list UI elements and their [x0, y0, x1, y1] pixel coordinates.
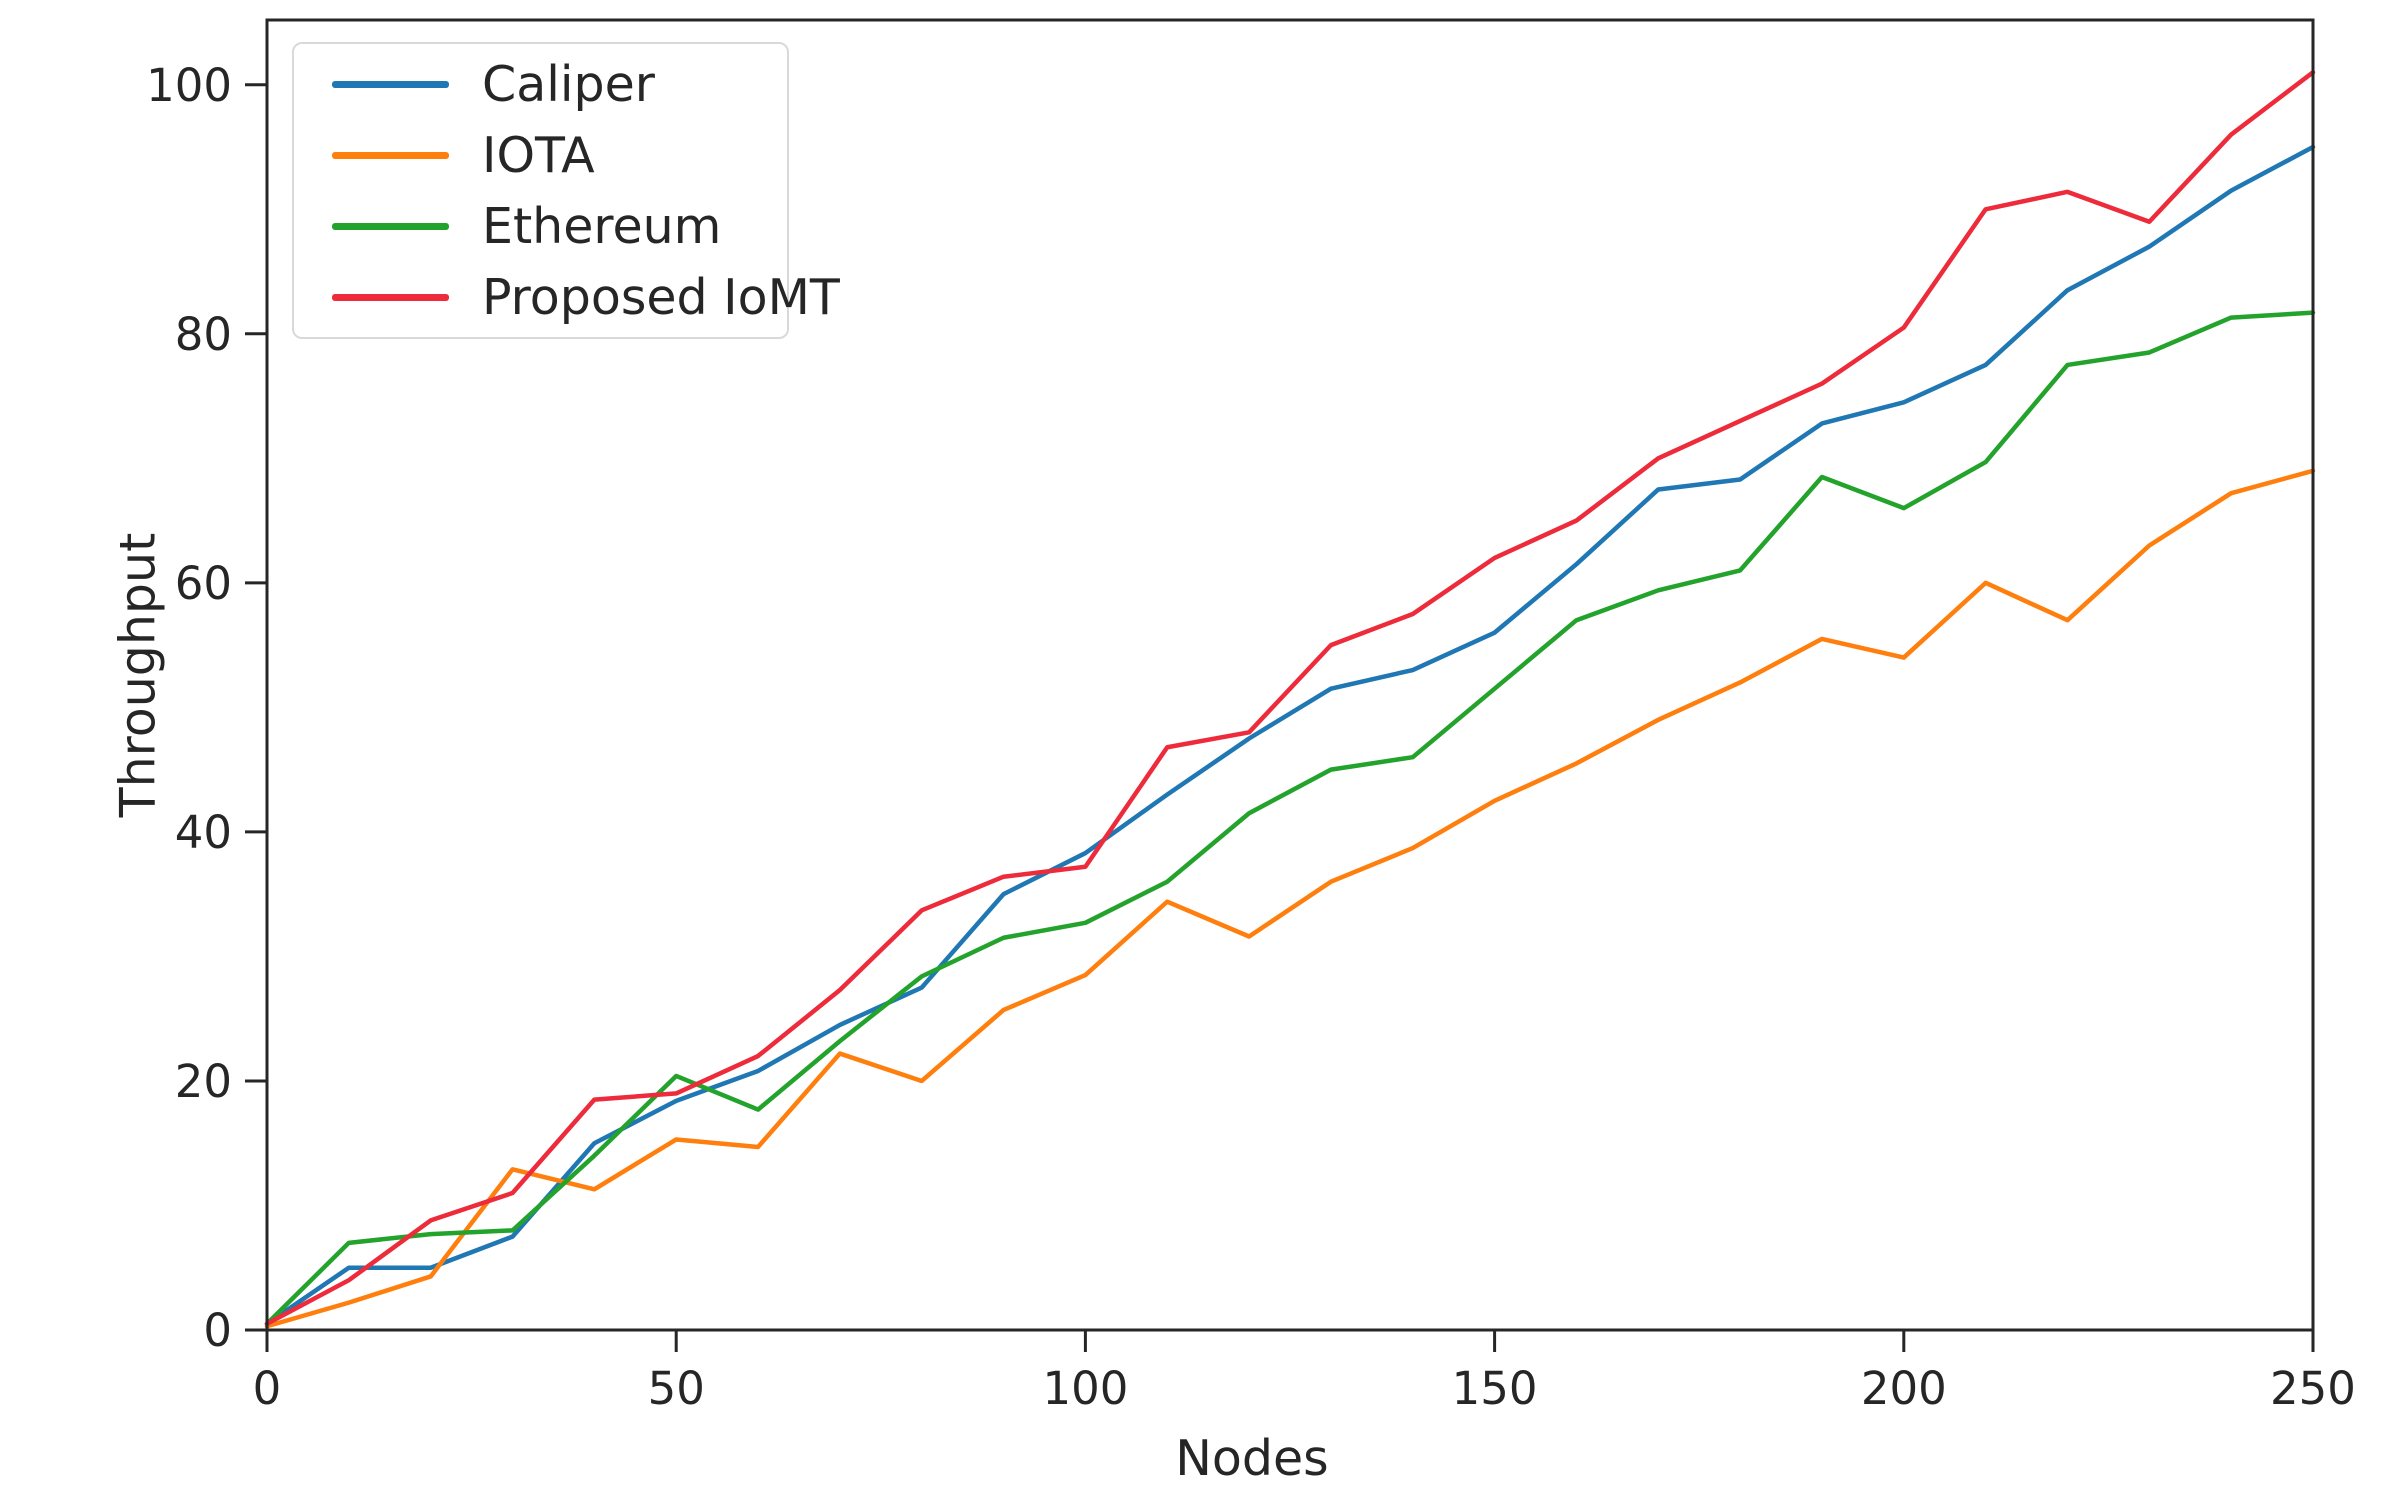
legend-item-label: Ethereum	[482, 197, 722, 255]
series-lines	[264, 70, 2316, 1329]
legend-item: Caliper	[294, 49, 787, 119]
legend-item-label: Caliper	[482, 55, 655, 113]
y-tick-label: 0	[203, 1304, 232, 1357]
legend-swatch-proposed-iomt	[332, 293, 449, 301]
legend-item: Ethereum	[294, 191, 787, 261]
legend: Caliper IOTA Ethereum Proposed IoMT	[292, 42, 840, 339]
series-line-iota	[264, 468, 2316, 1329]
x-axis-title: Nodes	[1175, 1430, 1329, 1487]
series-line-proposed-iomt	[264, 70, 2316, 1327]
y-tick-label: 80	[175, 308, 232, 361]
x-tick-label: 250	[2270, 1362, 2356, 1415]
legend-item-label: Proposed IoMT	[482, 268, 840, 326]
y-tick-label: 100	[146, 59, 232, 112]
legend-swatch-caliper	[332, 80, 449, 88]
legend-item: IOTA	[294, 120, 787, 190]
x-tick-label: 50	[648, 1362, 705, 1415]
series-line-ethereum	[264, 310, 2316, 1327]
y-axis-title: Throughput	[109, 532, 167, 818]
y-tick-label: 40	[175, 806, 232, 859]
series-line-caliper	[264, 144, 2316, 1327]
y-tick-label: 20	[175, 1055, 232, 1108]
y-axis-ticks: 0 20 40 60 80 100	[146, 59, 267, 1357]
legend-item: Proposed IoMT	[294, 262, 840, 332]
legend-swatch-ethereum	[332, 222, 449, 230]
plot-border	[265, 18, 2315, 1332]
legend-item-label: IOTA	[482, 126, 595, 184]
legend-swatch-iota	[332, 151, 449, 159]
x-axis-ticks: 0 50 100 150 200 250	[253, 1330, 2356, 1415]
y-tick-label: 60	[175, 557, 232, 610]
x-tick-label: 0	[253, 1362, 282, 1415]
x-tick-label: 200	[1861, 1362, 1947, 1415]
x-tick-label: 100	[1042, 1362, 1128, 1415]
x-tick-label: 150	[1452, 1362, 1538, 1415]
